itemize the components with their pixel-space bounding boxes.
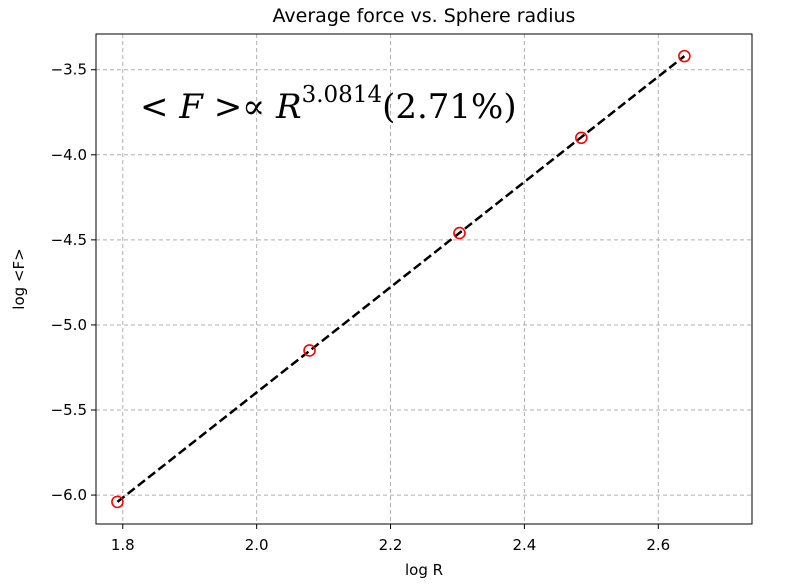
ticks: 1.8 2.0 2.2 2.4 2.6 −3.5 −4.0 −4.5 −5.0 −5.5 −6.0 — [51, 61, 671, 554]
y-tick-label: −5.0 — [51, 316, 87, 334]
data-point — [111, 495, 124, 509]
fit-annotation-exponent: 3.0814 — [302, 82, 382, 108]
y-tick-label: −5.5 — [51, 401, 87, 419]
x-tick-label: 1.8 — [111, 536, 135, 554]
y-tick-label: −4.5 — [51, 231, 87, 249]
data-point — [575, 131, 588, 145]
fit-annotation-lhs: < F >∝ R — [140, 87, 302, 127]
data-point — [303, 344, 316, 357]
x-tick-label: 2.0 — [245, 536, 269, 554]
x-tick-label: 2.2 — [379, 536, 403, 554]
data-point — [678, 49, 691, 63]
y-tick-label: −6.0 — [51, 486, 87, 504]
y-tick-label: −3.5 — [51, 61, 87, 79]
x-tick-label: 2.6 — [646, 536, 670, 554]
y-tick-label: −4.0 — [51, 146, 87, 164]
data-point — [453, 226, 466, 240]
fit-annotation-suffix: (2.71%) — [382, 87, 517, 127]
x-tick-label: 2.4 — [512, 536, 536, 554]
gridlines — [96, 34, 752, 524]
x-axis-label: log R — [405, 561, 443, 579]
fit-annotation: < F >∝ R3.0814(2.71%) — [140, 82, 517, 127]
fit-line — [116, 55, 686, 503]
chart-title: Average force vs. Sphere radius — [273, 5, 576, 27]
plot-frame — [95, 33, 753, 525]
y-axis-label: log <F> — [10, 248, 28, 309]
series-layer — [111, 49, 691, 509]
